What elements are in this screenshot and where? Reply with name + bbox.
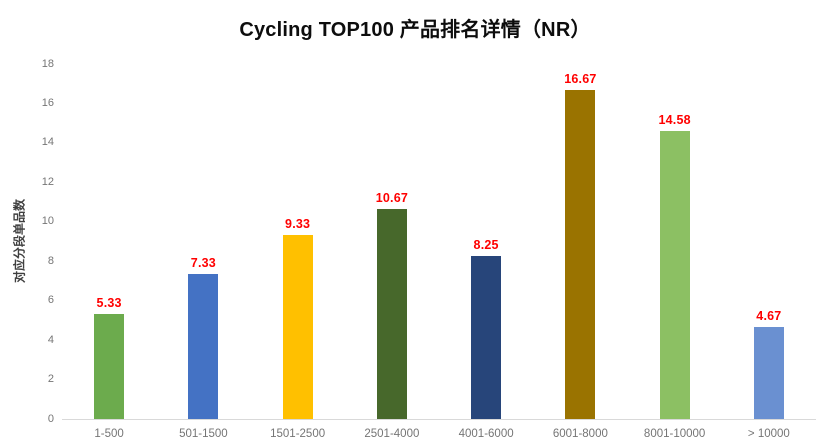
bar-> 10000	[753, 326, 784, 419]
y-tick-label: 0	[47, 412, 54, 425]
y-tick-label: 12	[41, 175, 54, 188]
bar-column: 5.33 1-500	[62, 64, 156, 440]
bar-column: 16.67 6001-8000	[533, 64, 627, 440]
bar-column: 7.33 501-1500	[156, 64, 250, 440]
bar-1-500	[94, 313, 125, 419]
x-tick-label: 1501-2500	[270, 428, 326, 440]
bar-1501-2500	[282, 235, 313, 419]
bar-501-1500	[188, 274, 219, 419]
y-tick-label: 6	[47, 294, 54, 307]
y-tick-label: 10	[41, 215, 54, 228]
chart-title: Cycling TOP100 产品排名详情（NR）	[239, 19, 591, 41]
bar-6001-8000	[565, 90, 596, 419]
data-label: 10.67	[375, 190, 409, 205]
x-tick-label: 4001-6000	[458, 428, 514, 440]
y-tick-label: 16	[41, 96, 54, 109]
data-label: 8.25	[473, 238, 499, 253]
y-axis-ticks: 0 2 4 6 8 10 12 14 16 18	[28, 58, 54, 425]
x-tick-label: 8001-10000	[643, 428, 706, 440]
bar-column: 14.58 8001-10000	[628, 64, 722, 440]
data-label: 7.33	[190, 256, 216, 271]
x-tick-label: > 10000	[747, 428, 790, 440]
y-tick-label: 2	[47, 373, 54, 386]
x-axis-line	[62, 419, 816, 420]
bar-column: 9.33 1501-2500	[251, 64, 345, 440]
y-tick-label: 8	[47, 254, 54, 267]
data-label: 4.67	[756, 308, 782, 323]
bar-4001-6000	[471, 256, 502, 419]
bar-column: 4.67 > 10000	[722, 64, 816, 440]
plot-area: 5.33 1-500 7.33 501-1500 9.33 1501-2500 10.67 2…	[62, 64, 816, 440]
y-tick-label: 18	[41, 57, 54, 70]
bar-column: 8.25 4001-6000	[439, 64, 533, 440]
x-tick-label: 1-500	[94, 428, 124, 440]
x-tick-label: 6001-8000	[552, 428, 608, 440]
data-label: 9.33	[285, 217, 311, 231]
data-label: 16.67	[564, 72, 597, 87]
bar-column: 10.67 2501-4000	[345, 64, 439, 440]
x-tick-label: 501-1500	[179, 428, 228, 440]
data-label: 14.58	[658, 113, 691, 128]
x-tick-label: 2501-4000	[364, 428, 420, 440]
y-axis-title: 对应分段单品数	[12, 198, 27, 284]
bar-8001-10000	[659, 131, 690, 419]
bar-2501-4000	[376, 208, 407, 419]
y-tick-label: 14	[41, 136, 54, 149]
y-tick-label: 4	[47, 333, 54, 346]
data-label: 5.33	[96, 295, 122, 310]
